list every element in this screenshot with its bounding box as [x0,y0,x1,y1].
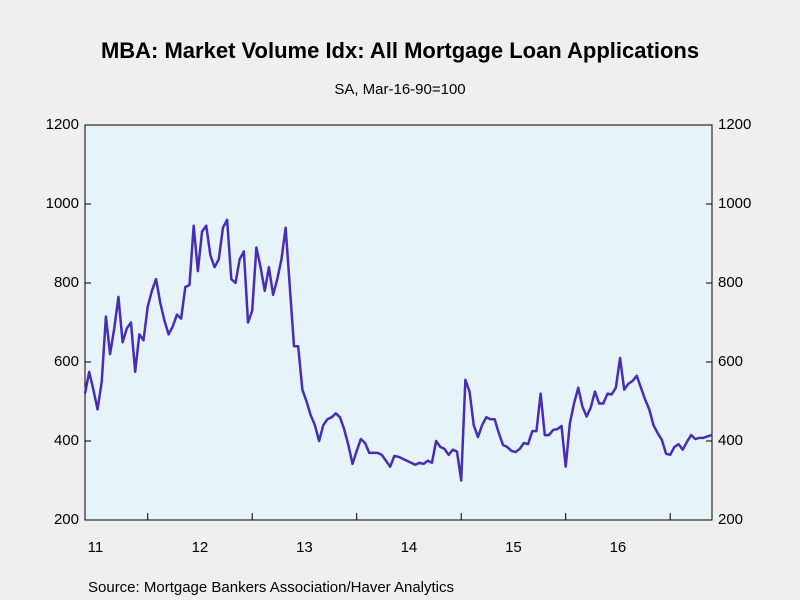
chart-title: MBA: Market Volume Idx: All Mortgage Loa… [101,38,699,63]
x-tick-label: 11 [88,539,104,556]
y-tick-label-right: 1000 [718,195,751,212]
y-tick-label-right: 400 [718,432,743,449]
x-tick-label: 16 [610,539,627,556]
y-tick-label: 200 [54,511,79,528]
source-note: Source: Mortgage Bankers Association/Hav… [88,579,454,596]
y-tick-label: 1200 [46,116,79,133]
x-tick-label: 15 [505,539,522,556]
y-tick-label: 1000 [46,195,79,212]
y-tick-label-right: 1200 [718,116,751,133]
y-tick-label-right: 200 [718,511,743,528]
x-tick-label: 13 [296,539,313,556]
x-tick-label: 12 [192,539,209,556]
x-tick-label: 14 [401,539,418,556]
y-tick-label-right: 600 [718,353,743,370]
y-tick-label: 400 [54,432,79,449]
data-line [83,218,713,482]
chart-subtitle: SA, Mar-16-90=100 [334,81,465,98]
plot-area [84,124,713,521]
y-tick-label: 800 [54,274,79,291]
y-tick-label-right: 800 [718,274,743,291]
y-tick-label: 600 [54,353,79,370]
